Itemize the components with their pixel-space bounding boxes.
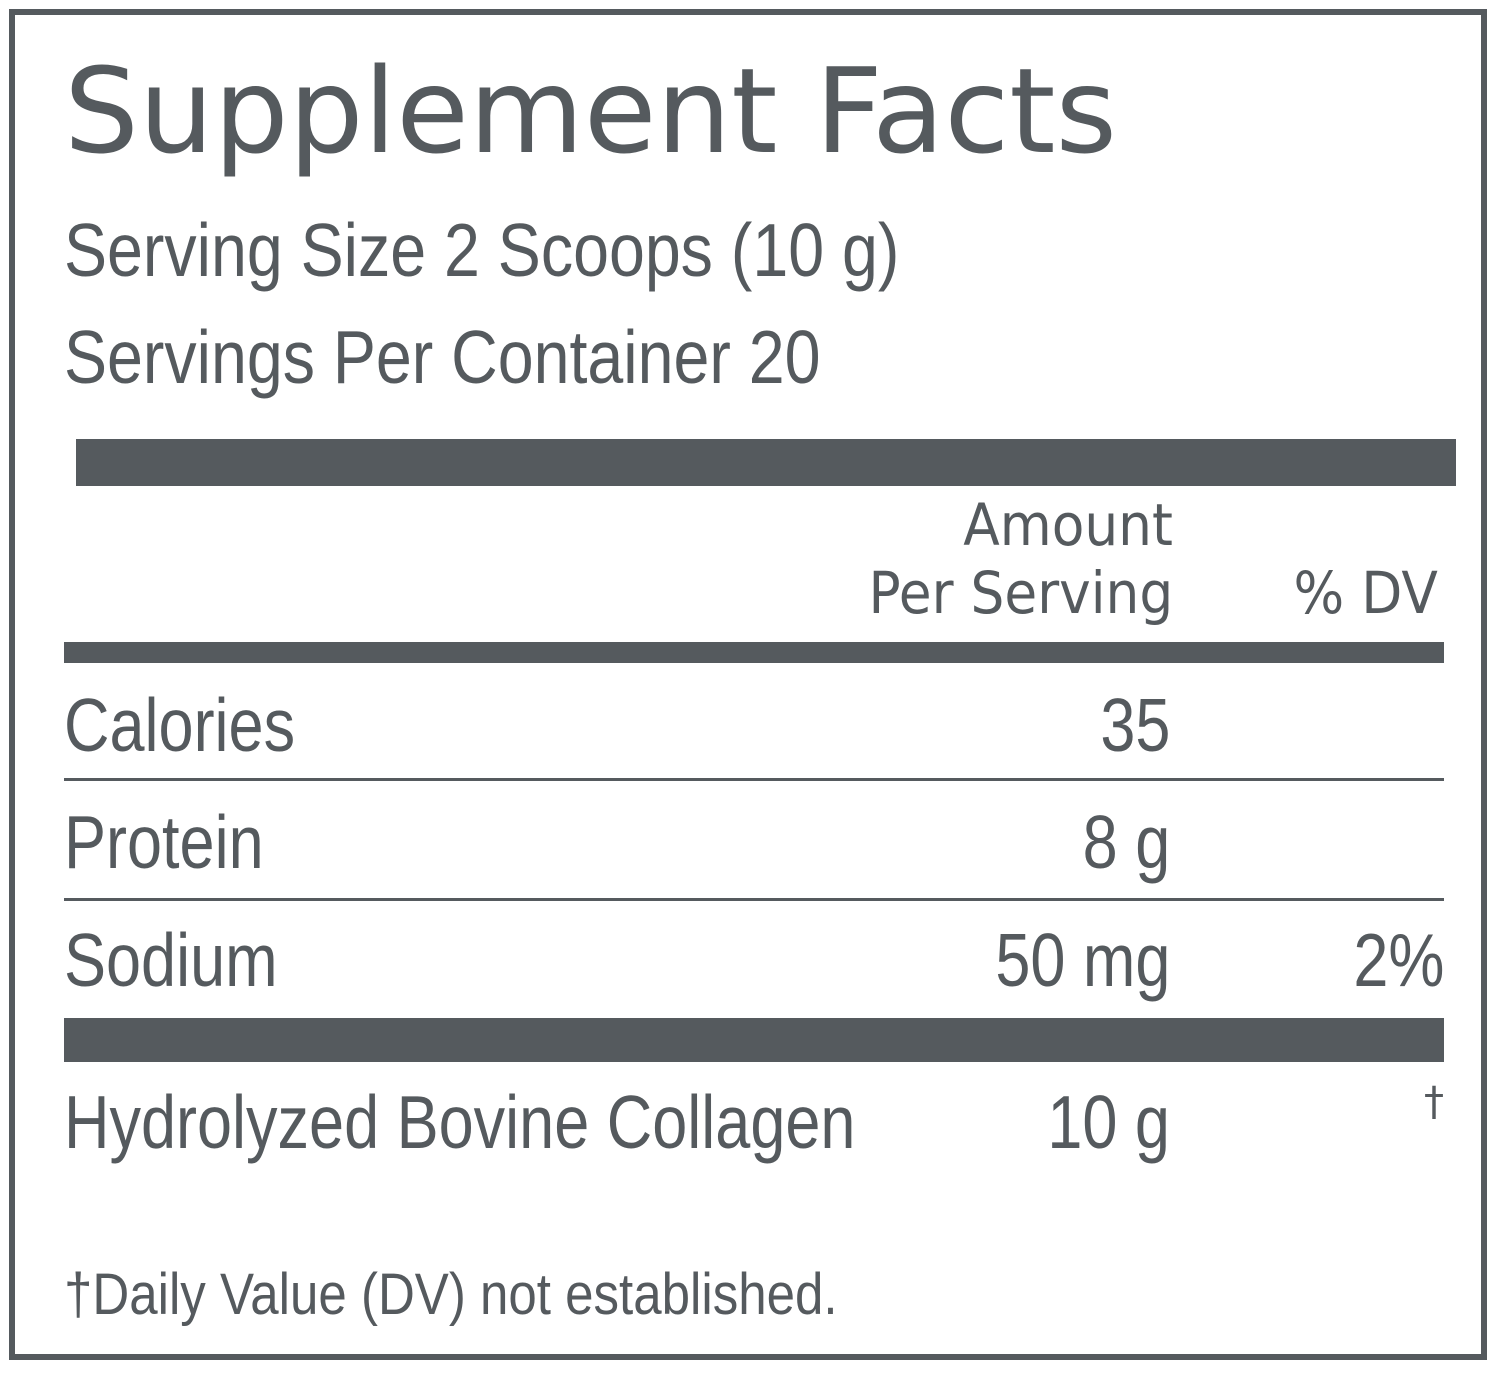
thick-divider-top	[76, 439, 1456, 486]
medium-divider	[64, 642, 1444, 663]
row-protein-label: Protein	[64, 800, 264, 884]
label-title: Supplement Facts	[64, 42, 1117, 180]
row-divider	[64, 898, 1444, 901]
row-collagen-amount: 10 g	[1047, 1080, 1170, 1164]
footnote: †Daily Value (DV) not established.	[64, 1262, 838, 1327]
row-protein-amount: 8 g	[1082, 800, 1170, 884]
thick-divider-bottom	[64, 1018, 1444, 1062]
row-collagen-label: Hydrolyzed Bovine Collagen	[64, 1080, 856, 1164]
row-divider	[64, 778, 1444, 781]
amount-header-line2: Per Serving	[868, 559, 1173, 627]
servings-per-container: Servings Per Container 20	[64, 315, 821, 399]
label-border	[9, 9, 1487, 1360]
dv-header: % DV	[1293, 559, 1438, 627]
row-sodium-dv: 2%	[1352, 918, 1444, 1002]
serving-size: Serving Size 2 Scoops (10 g)	[64, 208, 900, 292]
row-calories-label: Calories	[64, 683, 296, 767]
amount-header-line1: Amount	[963, 491, 1173, 559]
row-calories-amount: 35	[1099, 683, 1170, 767]
row-sodium-label: Sodium	[64, 918, 278, 1002]
row-sodium-amount: 50 mg	[994, 918, 1170, 1002]
row-collagen-dv-dagger: †	[1424, 1079, 1444, 1125]
